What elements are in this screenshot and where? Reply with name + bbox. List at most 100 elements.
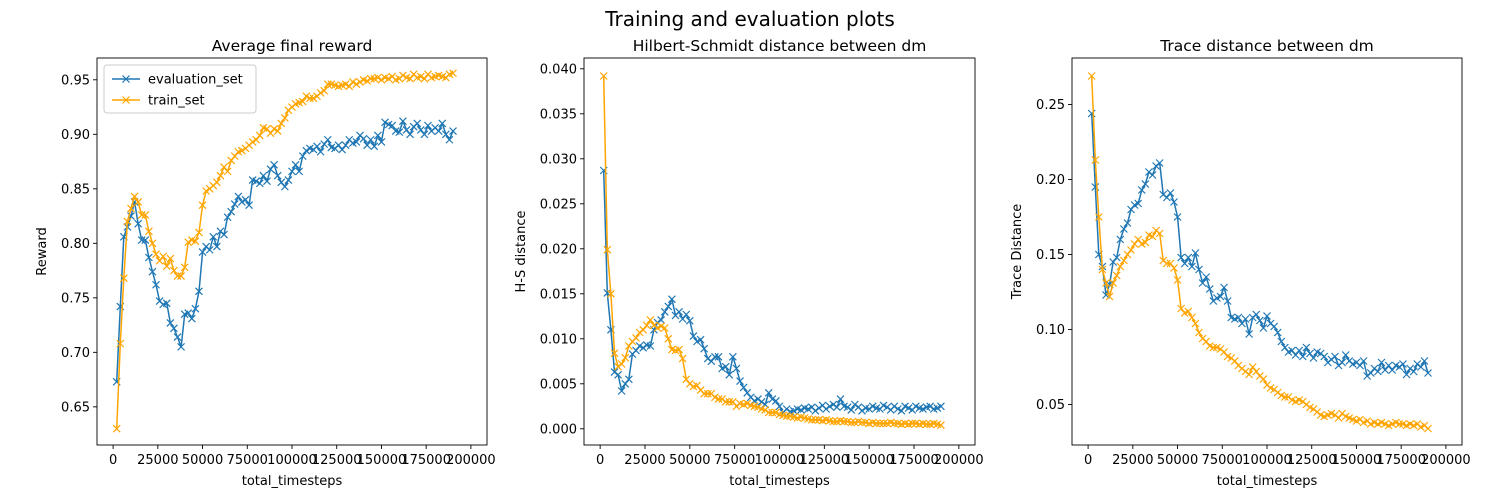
x-tick-label: 75000: [714, 453, 755, 468]
data-point: [127, 204, 135, 213]
data-point: [395, 128, 404, 137]
subplot-2: Hilbert-Schmidt distance between dm 0 2500…: [514, 37, 984, 489]
data-point: [646, 342, 655, 350]
data-point: [291, 160, 300, 169]
data-point: [191, 237, 200, 246]
data-point: [363, 76, 372, 85]
x-tick-label: 200000: [446, 453, 496, 468]
data-point: [1263, 312, 1271, 320]
data-point: [829, 400, 838, 409]
data-point: [1223, 297, 1232, 305]
data-point: [388, 121, 397, 130]
data-point: [1187, 262, 1196, 271]
data-point: [356, 78, 364, 86]
data-point: [1366, 369, 1375, 377]
data-point: [1202, 337, 1211, 346]
data-point: [815, 404, 823, 413]
y-axis-label: H-S distance: [514, 211, 529, 293]
data-point: [782, 412, 791, 421]
x-tick-label: 200000: [934, 453, 984, 468]
data-point: [162, 262, 171, 271]
x-tick-label: 200000: [1421, 453, 1471, 468]
data-point: [313, 142, 321, 151]
data-point: [1109, 279, 1118, 287]
data-point: [273, 171, 282, 180]
data-point: [216, 171, 225, 180]
data-point: [341, 141, 350, 150]
data-point: [1155, 159, 1164, 167]
data-point: [1195, 265, 1203, 274]
x-tick-label: 150000: [844, 453, 894, 468]
data-point: [847, 418, 856, 427]
series-1: [1087, 109, 1432, 380]
data-point: [144, 253, 153, 262]
subplot-title: Hilbert-Schmidt distance between dm: [633, 37, 927, 55]
data-point: [1230, 357, 1239, 365]
data-point: [614, 370, 623, 379]
data-point: [1177, 253, 1186, 262]
data-point: [1399, 360, 1407, 368]
data-point: [1402, 370, 1411, 379]
data-point: [420, 130, 429, 139]
data-point: [1116, 262, 1125, 271]
data-point: [316, 88, 325, 97]
data-point: [148, 239, 157, 248]
data-point: [693, 381, 701, 390]
data-point: [1309, 354, 1318, 362]
data-point: [195, 228, 203, 237]
data-point: [1094, 213, 1103, 221]
y-tick-label: 0.90: [61, 128, 90, 143]
data-point: [259, 171, 268, 180]
data-point: [302, 146, 311, 155]
data-point: [1102, 279, 1110, 287]
data-point: [624, 375, 633, 384]
data-point: [212, 178, 221, 187]
data-point: [366, 74, 375, 83]
data-point: [1166, 259, 1175, 268]
data-point: [764, 388, 773, 397]
x-tick-label: 25000: [1112, 453, 1153, 468]
data-point: [739, 383, 748, 392]
data-point: [1141, 238, 1150, 247]
data-point: [714, 352, 723, 361]
data-point: [1255, 316, 1264, 325]
data-point: [1137, 186, 1146, 194]
data-point: [1162, 193, 1171, 202]
data-point: [130, 192, 139, 201]
data-point: [908, 419, 917, 428]
y-tick-label: 0.000: [540, 422, 577, 437]
x-axis-label: total_timesteps: [729, 474, 830, 489]
data-point: [1187, 313, 1196, 322]
data-point: [323, 135, 332, 144]
data-point: [152, 280, 160, 289]
data-point: [245, 201, 253, 210]
data-point: [1424, 369, 1432, 377]
y-tick-label: 0.85: [61, 182, 90, 197]
data-point: [936, 402, 945, 411]
data-point: [209, 232, 218, 241]
data-point: [241, 195, 250, 204]
data-point: [811, 406, 820, 415]
y-tick-label: 0.20: [1036, 173, 1065, 188]
data-point: [377, 75, 386, 84]
data-point: [302, 92, 311, 101]
data-point: [223, 167, 232, 176]
data-point: [664, 302, 673, 311]
data-point: [1384, 361, 1393, 370]
data-point: [610, 349, 619, 358]
data-point: [696, 335, 705, 344]
data-point: [664, 334, 673, 343]
data-point: [635, 328, 644, 337]
data-point: [445, 135, 454, 144]
data-point: [1209, 343, 1218, 352]
data-point: [811, 415, 820, 424]
data-point: [621, 379, 630, 388]
data-point: [137, 211, 146, 219]
y-tick-label: 0.65: [61, 400, 90, 415]
x-tick-label: 125000: [1287, 453, 1337, 468]
x-tick-label: 100000: [267, 453, 317, 468]
legend-marker: [122, 96, 130, 104]
x-tick-label: 50000: [1157, 453, 1198, 468]
data-point: [1127, 205, 1135, 214]
data-point: [743, 388, 752, 397]
